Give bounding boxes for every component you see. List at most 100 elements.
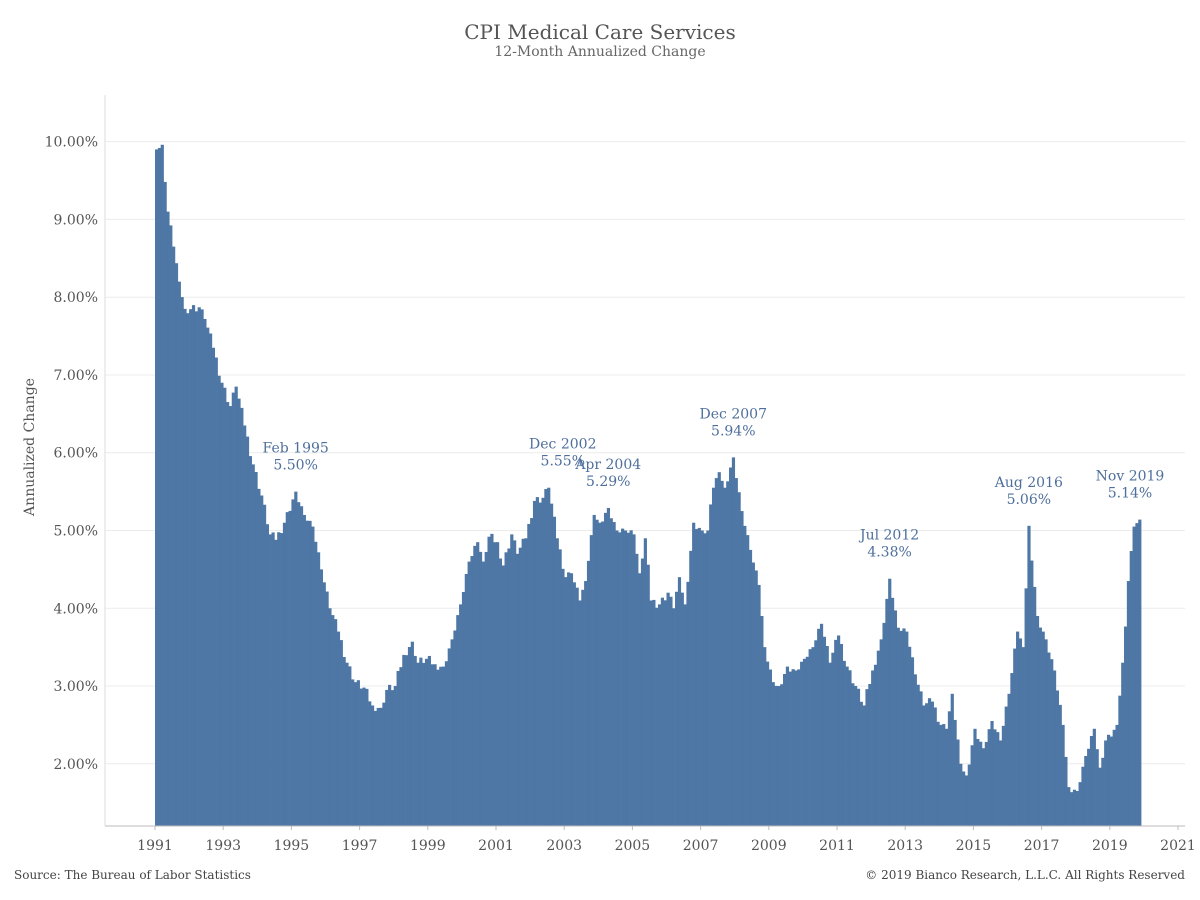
bar xyxy=(652,599,656,826)
bar xyxy=(1095,749,1099,826)
bar xyxy=(581,589,585,826)
bar xyxy=(382,702,386,826)
bar xyxy=(237,398,241,826)
x-tick-label: 2007 xyxy=(683,838,719,854)
bar xyxy=(956,739,960,826)
bar xyxy=(1024,588,1028,826)
bar xyxy=(888,578,892,826)
bar xyxy=(280,533,284,826)
bar xyxy=(785,666,790,826)
bar xyxy=(496,542,500,826)
bar xyxy=(493,542,497,826)
bar xyxy=(771,682,775,826)
bar xyxy=(407,647,412,826)
bar xyxy=(288,510,292,826)
bar xyxy=(777,686,781,826)
annotation-value: 4.38% xyxy=(867,545,911,561)
bar xyxy=(376,707,380,826)
x-tick-label: 1995 xyxy=(274,838,310,854)
bar xyxy=(450,639,454,826)
bar xyxy=(1081,766,1085,826)
bar xyxy=(177,281,181,826)
bar xyxy=(913,674,917,826)
bar xyxy=(385,689,389,826)
bar xyxy=(1010,673,1014,826)
bar xyxy=(513,540,517,826)
y-tick-label: 4.00% xyxy=(54,601,98,617)
bar xyxy=(214,357,218,826)
bar xyxy=(530,518,534,826)
bar xyxy=(498,558,503,826)
bar xyxy=(683,604,687,826)
bar xyxy=(655,607,659,826)
bar xyxy=(339,640,343,826)
bar xyxy=(973,728,977,826)
bar xyxy=(1075,791,1079,826)
bar xyxy=(1112,729,1116,826)
bar xyxy=(612,522,616,826)
bar xyxy=(873,664,878,826)
bar xyxy=(998,740,1003,826)
bar xyxy=(822,636,826,826)
bar xyxy=(1004,706,1008,826)
bar xyxy=(166,211,170,826)
bar xyxy=(677,577,682,826)
bar xyxy=(208,333,213,826)
bar xyxy=(729,467,733,826)
bar xyxy=(621,528,625,826)
bar xyxy=(544,489,548,826)
bar xyxy=(1092,728,1096,826)
bar xyxy=(763,647,767,826)
bar xyxy=(808,649,812,826)
bar xyxy=(183,308,187,826)
bar xyxy=(555,538,559,826)
bar xyxy=(370,705,375,826)
annotation-label: Feb 1995 xyxy=(263,441,329,457)
bar xyxy=(274,539,278,826)
y-tick-label: 6.00% xyxy=(54,446,98,462)
bar xyxy=(353,682,358,826)
bar xyxy=(197,307,201,826)
bar xyxy=(990,721,994,826)
bar xyxy=(890,597,895,826)
bar xyxy=(1013,648,1017,826)
bar xyxy=(1087,748,1091,826)
bar xyxy=(1021,647,1025,826)
bar xyxy=(319,569,324,826)
bar xyxy=(268,534,272,826)
bar xyxy=(206,327,210,826)
bar xyxy=(896,627,900,826)
bar xyxy=(521,538,525,826)
bar xyxy=(865,689,869,826)
bar xyxy=(797,669,801,826)
bar xyxy=(1058,704,1062,826)
bar xyxy=(228,406,233,826)
annotation-label: Dec 2002 xyxy=(529,437,596,453)
bar xyxy=(535,497,539,826)
bar xyxy=(336,631,341,826)
bar xyxy=(760,616,764,826)
bar xyxy=(618,532,622,826)
bar xyxy=(1132,526,1136,826)
bar xyxy=(422,662,426,826)
bar xyxy=(1089,736,1094,826)
bar xyxy=(331,615,335,826)
bar xyxy=(817,628,821,826)
bar xyxy=(1030,560,1034,826)
bar xyxy=(234,386,238,826)
bar xyxy=(501,565,505,826)
bar xyxy=(802,658,807,826)
bar xyxy=(703,533,707,826)
bar xyxy=(547,487,551,826)
bar xyxy=(410,641,414,826)
annotation-label: Dec 2007 xyxy=(700,406,767,422)
bar xyxy=(1124,626,1128,826)
bar xyxy=(314,541,318,826)
bar xyxy=(356,680,360,826)
bar xyxy=(484,551,488,826)
bar xyxy=(953,719,957,826)
bar xyxy=(379,707,383,826)
bar xyxy=(248,456,252,826)
